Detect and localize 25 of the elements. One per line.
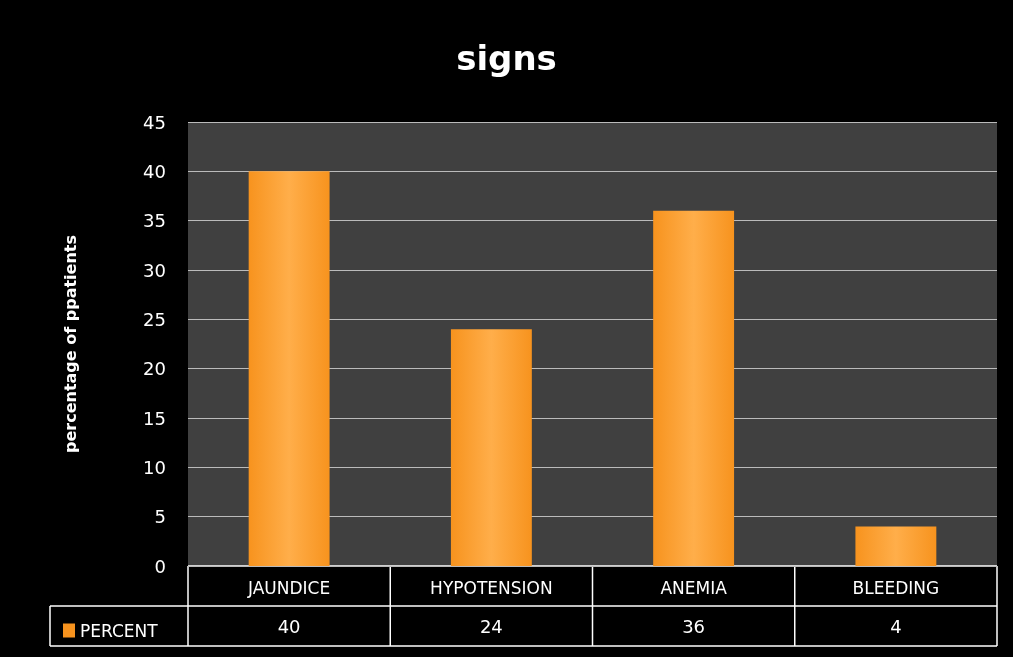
chart-title: signs [456, 38, 557, 78]
y-tick-label: 45 [143, 111, 166, 133]
x-tick-label: BLEEDING [852, 577, 940, 598]
data-label: 24 [479, 615, 503, 637]
legend-label: PERCENT [80, 620, 159, 641]
bar [653, 210, 735, 566]
y-tick-label: 20 [143, 358, 166, 380]
y-tick-label: 25 [143, 308, 166, 330]
x-tick-label: ANEMIA [660, 577, 728, 598]
y-tick-label: 30 [143, 259, 166, 281]
y-tick-label: 35 [143, 210, 166, 232]
y-tick-label: 5 [154, 506, 166, 528]
x-tick-label: HYPOTENSION [430, 577, 553, 598]
data-label: 4 [890, 615, 902, 637]
y-tick-label: 10 [143, 456, 166, 478]
y-axis-title: percentage of ppatients [60, 234, 80, 454]
data-label: 40 [277, 615, 301, 637]
bar [855, 526, 937, 566]
x-tick-label: JAUNDICE [247, 577, 331, 598]
data-label: 36 [682, 615, 706, 637]
y-tick-label: 15 [143, 407, 166, 429]
bar [248, 171, 330, 566]
y-tick-label: 0 [154, 555, 166, 577]
y-tick-label: 40 [143, 160, 166, 182]
bar [450, 329, 532, 566]
